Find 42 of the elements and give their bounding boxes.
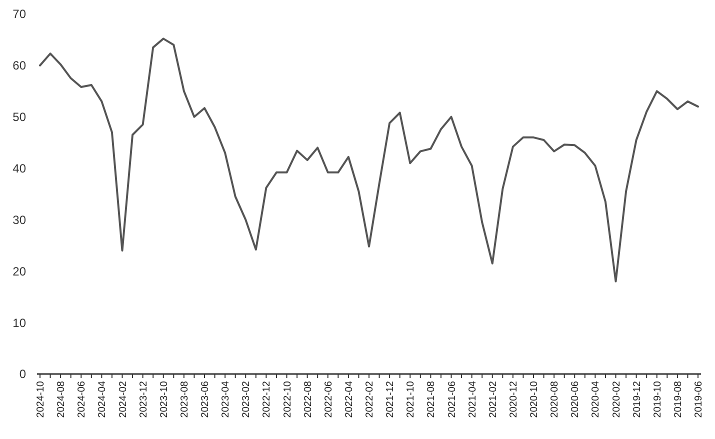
- x-tick-label: 2024-10: [36, 380, 46, 418]
- y-tick-label: 10: [12, 316, 26, 330]
- x-tick-label: 2021-04: [467, 380, 478, 418]
- x-tick-label: 2022-10: [282, 380, 294, 418]
- y-tick-label: 70: [12, 7, 26, 22]
- x-tick-label: 2020-10: [529, 380, 540, 418]
- x-tick-label: 2022-04: [344, 380, 355, 418]
- x-tick-label: 2019-12: [632, 380, 643, 418]
- x-tick-label: 2023-02: [241, 380, 252, 418]
- x-tick-label: 2024-06: [76, 380, 88, 418]
- y-tick-label: 50: [12, 110, 26, 124]
- y-tick-label: 0: [19, 367, 26, 382]
- x-tick-label: 2023-06: [200, 380, 211, 418]
- x-tick-label: 2021-10: [406, 380, 417, 418]
- x-tick-label: 2020-12: [508, 380, 520, 418]
- x-tick-label: 2021-02: [488, 380, 499, 418]
- x-tick-label: 2019-08: [672, 380, 684, 418]
- x-tick-label: 2022-08: [302, 380, 314, 418]
- x-tick-label: 2020-06: [570, 380, 582, 418]
- x-tick-label: 2021-08: [426, 380, 438, 418]
- x-tick-label: 2020-04: [590, 380, 602, 418]
- x-tick-label: 2021-12: [385, 380, 396, 418]
- x-tick-label: 2024-08: [56, 380, 68, 418]
- x-tick-label: 2022-02: [364, 380, 376, 418]
- y-tick-label: 60: [12, 58, 26, 73]
- x-tick-label: 2019-06: [694, 380, 704, 418]
- x-tick-label: 2023-10: [158, 380, 170, 418]
- y-tick-label: 40: [12, 161, 26, 176]
- x-tick-label: 2024-04: [97, 380, 108, 418]
- x-tick-label: 2023-08: [179, 380, 190, 418]
- y-tick-label: 20: [12, 264, 26, 278]
- x-tick-label: 2021-06: [446, 380, 458, 418]
- x-tick-label: 2024-02: [118, 380, 129, 418]
- x-tick-label: 2020-02: [611, 380, 622, 418]
- x-tick-label: 2023-04: [220, 380, 232, 418]
- x-tick-label: 2020-08: [550, 380, 561, 418]
- x-tick-label: 2022-06: [323, 380, 334, 418]
- x-tick-label: 2023-12: [138, 380, 150, 418]
- x-tick-label: 2022-12: [262, 380, 273, 418]
- y-tick-label: 30: [12, 212, 26, 227]
- x-tick-label: 2019-10: [652, 380, 664, 418]
- line-series: [39, 38, 699, 282]
